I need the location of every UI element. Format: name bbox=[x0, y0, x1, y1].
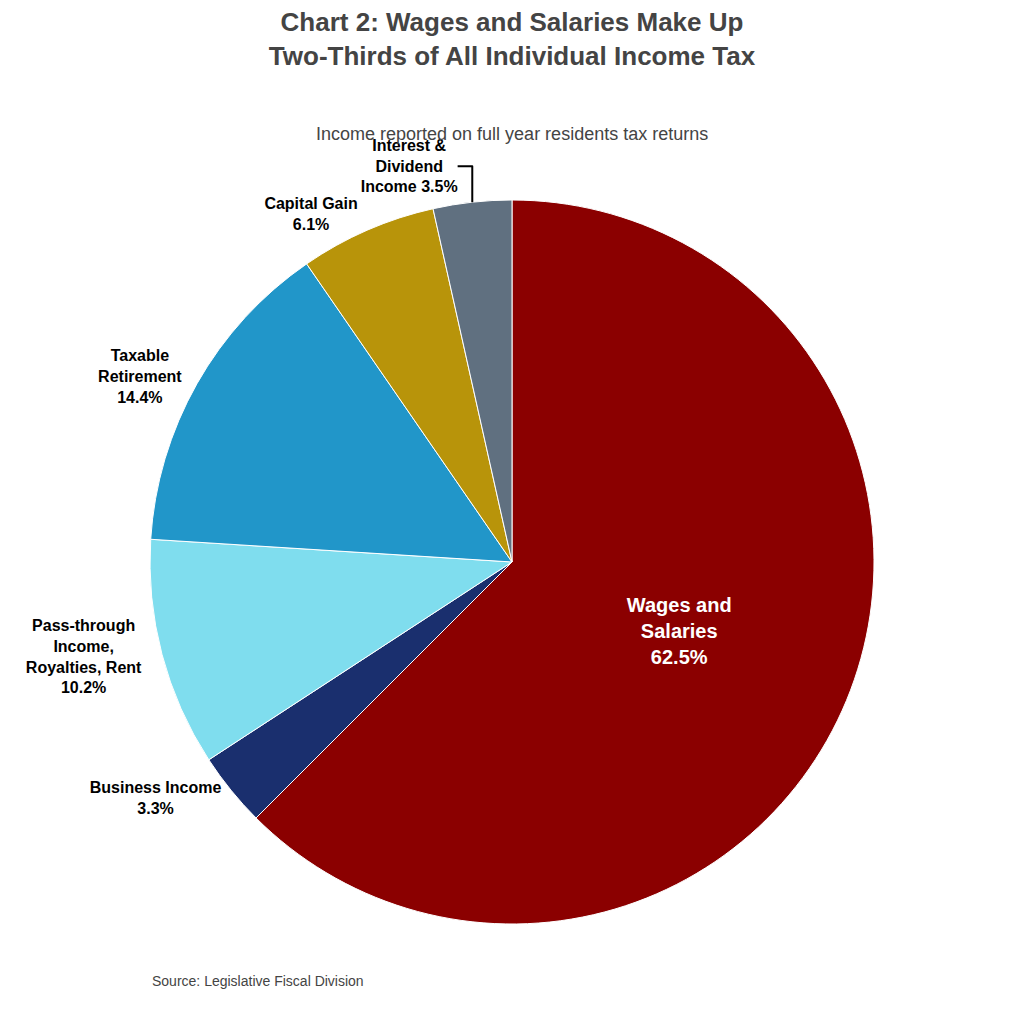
svg-text:Wages andSalaries62.5%: Wages andSalaries62.5% bbox=[627, 594, 732, 668]
svg-text:Capital Gain6.1%: Capital Gain6.1% bbox=[264, 195, 357, 233]
svg-text:Chart 2: Wages and Salaries Ma: Chart 2: Wages and Salaries Make UpTwo-T… bbox=[269, 7, 756, 71]
svg-text:Interest &DividendIncome 3.5%: Interest &DividendIncome 3.5% bbox=[361, 137, 458, 196]
svg-text:TaxableRetirement14.4%: TaxableRetirement14.4% bbox=[98, 347, 182, 406]
svg-text:Source: Legislative Fiscal Div: Source: Legislative Fiscal Division bbox=[152, 973, 364, 989]
svg-text:Pass-throughIncome,Royalties,: Pass-throughIncome,Royalties, Rent10.2% bbox=[26, 617, 142, 696]
svg-text:Income reported on full year r: Income reported on full year residents t… bbox=[316, 124, 708, 144]
svg-text:Business Income3.3%: Business Income3.3% bbox=[90, 779, 222, 817]
